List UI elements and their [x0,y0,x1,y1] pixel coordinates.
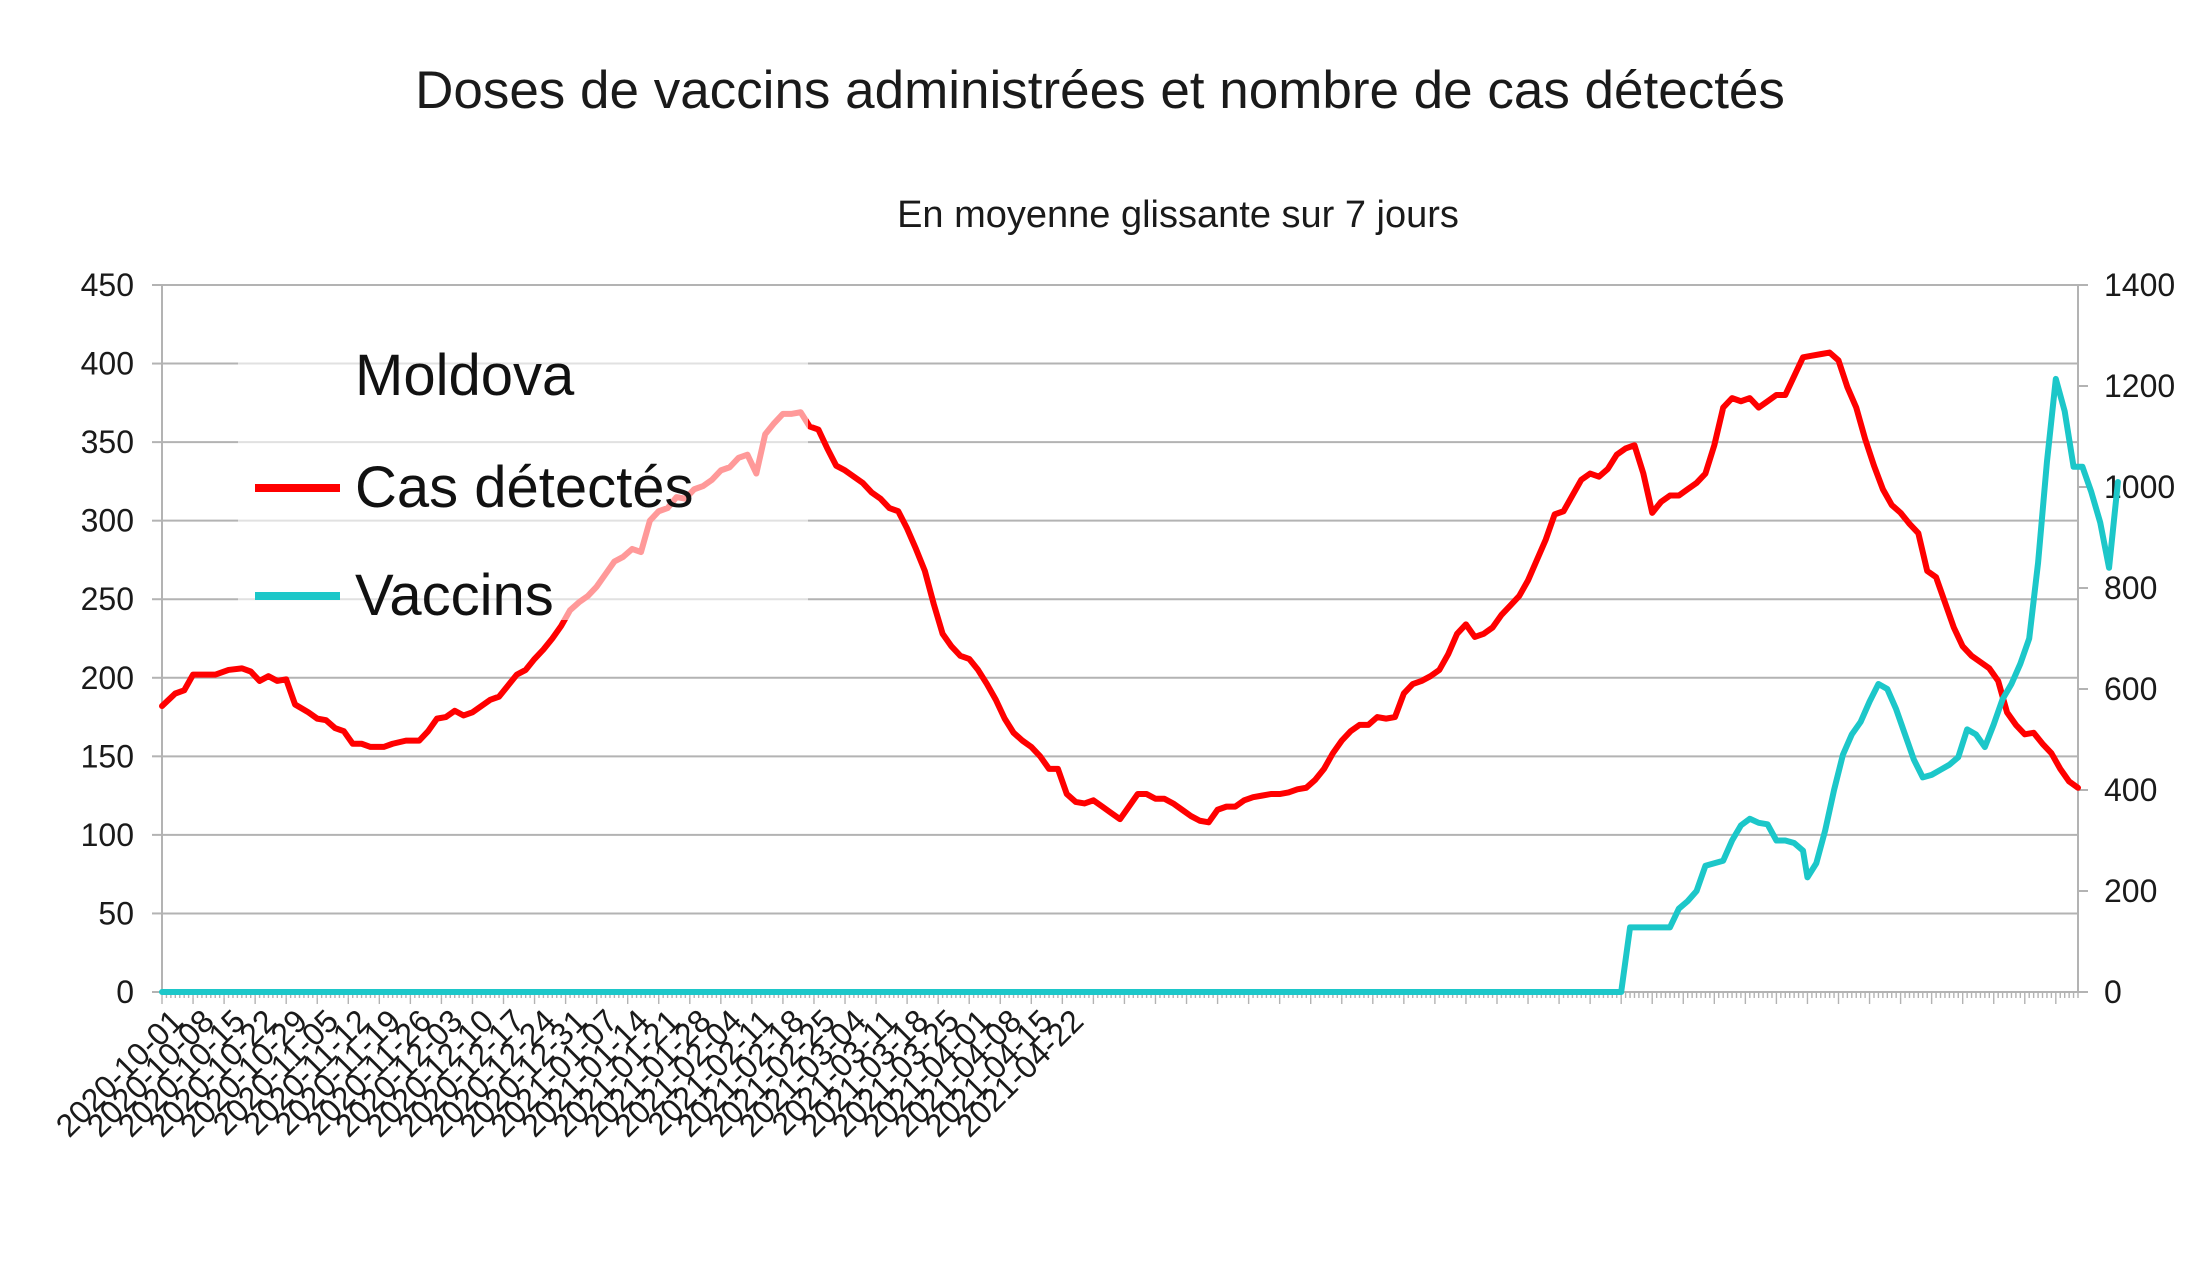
series-layer [159,349,2121,995]
y-right-tick-label: 800 [2104,570,2157,606]
y-left-tick-label: 400 [81,346,134,382]
y-left-tick-label: 300 [81,503,134,539]
y-left-tick-label: 100 [81,817,134,853]
y-left-tick-label: 250 [81,581,134,617]
chart-subtitle: En moyenne glissante sur 7 jours [897,194,1459,236]
legend-label-cases: Cas détectés [355,455,694,520]
y-right-tick-label: 600 [2104,671,2157,707]
y-right-tick-label: 0 [2104,974,2122,1010]
y-left-tick-label: 200 [81,660,134,696]
x-axis: 2020-10-012020-10-082020-10-152020-10-22… [49,992,2079,1144]
series-line-vaccines [159,375,2121,995]
y-right-tick-label: 200 [2104,873,2157,909]
y-left-tick-label: 150 [81,738,134,774]
legend: Moldova Cas détectés Vaccins [238,320,808,628]
y-axis-left: 0 50 100 150 200 250 300 350 400 450 [81,267,162,1010]
y-left-tick-label: 350 [81,424,134,460]
legend-label-vaccines: Vaccins [355,563,554,628]
legend-title: Moldova [355,343,575,408]
legend-background [238,320,808,620]
y-right-tick-label: 1400 [2104,267,2175,303]
y-right-tick-label: 400 [2104,772,2157,808]
chart-title: Doses de vaccins administrées et nombre … [415,61,1785,120]
y-left-tick-label: 50 [98,895,134,931]
y-left-tick-label: 450 [81,267,134,303]
series-line-cases [159,349,2081,826]
y-right-tick-label: 1200 [2104,368,2175,404]
y-left-tick-label: 0 [116,974,134,1010]
